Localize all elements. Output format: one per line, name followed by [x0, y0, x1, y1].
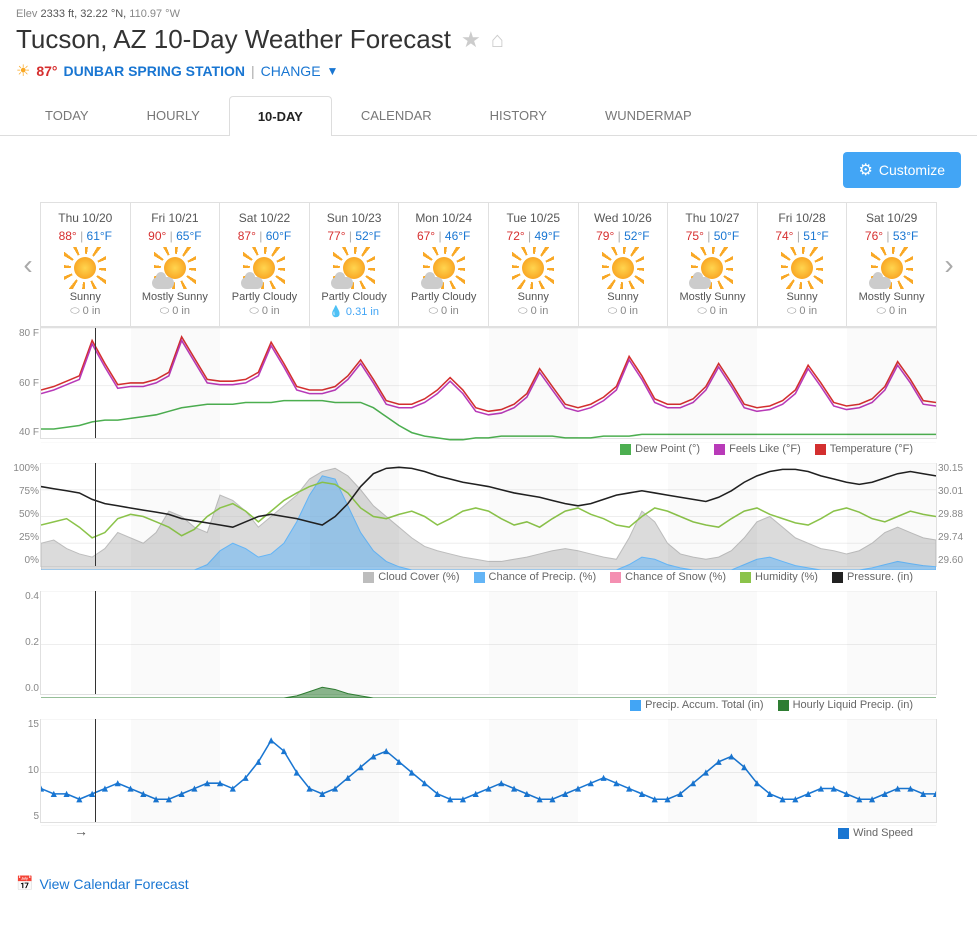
- day-temps: 87° | 60°F: [222, 229, 307, 243]
- chart-1: 80 F60 F40 F: [40, 327, 937, 439]
- forecast-day[interactable]: Fri 10/21 90° | 65°F Mostly Sunny ⬭ 0 in: [131, 203, 221, 326]
- condition-text: Partly Cloudy: [401, 291, 486, 303]
- forecast-day[interactable]: Mon 10/24 67° | 46°F Partly Cloudy ⬭ 0 i…: [399, 203, 489, 326]
- tab-hourly[interactable]: HOURLY: [118, 95, 229, 135]
- weather-icon: [783, 249, 821, 287]
- favorite-icon[interactable]: ★: [461, 27, 481, 53]
- calendar-icon: 📅: [16, 875, 33, 892]
- elevation-info: Elev 2333 ft, 32.22 °N, 110.97 °W: [16, 8, 961, 20]
- condition-text: Partly Cloudy: [312, 291, 397, 303]
- weather-icon: [245, 249, 283, 287]
- forecast-day[interactable]: Thu 10/27 75° | 50°F Mostly Sunny ⬭ 0 in: [668, 203, 758, 326]
- day-temps: 88° | 61°F: [43, 229, 128, 243]
- chart-2: 100%75%50%25%0%30.1530.0129.8829.7429.60: [40, 463, 937, 567]
- weather-icon: [425, 249, 463, 287]
- condition-text: Sunny: [581, 291, 666, 303]
- weather-icon: [335, 249, 373, 287]
- day-temps: 74° | 51°F: [760, 229, 845, 243]
- day-temps: 75° | 50°F: [670, 229, 755, 243]
- chart-3: 0.40.20.0: [40, 591, 937, 695]
- condition-text: Mostly Sunny: [133, 291, 218, 303]
- calendar-forecast-link[interactable]: 📅 View Calendar Forecast: [16, 875, 189, 892]
- forecast-day[interactable]: Sat 10/29 76° | 53°F Mostly Sunny ⬭ 0 in: [847, 203, 936, 326]
- precip-text: ⬭ 0 in: [401, 305, 486, 318]
- condition-text: Mostly Sunny: [849, 291, 934, 303]
- day-temps: 76° | 53°F: [849, 229, 934, 243]
- next-arrow[interactable]: ›: [937, 249, 961, 281]
- forecast-day[interactable]: Sat 10/22 87° | 60°F Partly Cloudy ⬭ 0 i…: [220, 203, 310, 326]
- precip-text: ⬭ 0 in: [849, 305, 934, 318]
- forecast-grid: Thu 10/20 88° | 61°F Sunny ⬭ 0 in Fri 10…: [40, 202, 937, 327]
- day-date: Mon 10/24: [401, 211, 486, 225]
- forecast-day[interactable]: Thu 10/20 88° | 61°F Sunny ⬭ 0 in: [41, 203, 131, 326]
- change-link[interactable]: CHANGE: [261, 63, 321, 79]
- day-date: Wed 10/26: [581, 211, 666, 225]
- day-date: Sat 10/22: [222, 211, 307, 225]
- day-date: Fri 10/21: [133, 211, 218, 225]
- weather-icon: [873, 249, 911, 287]
- day-temps: 72° | 49°F: [491, 229, 576, 243]
- tab-10-day[interactable]: 10-DAY: [229, 96, 332, 136]
- customize-button[interactable]: ⚙ Customize: [843, 152, 961, 188]
- condition-text: Sunny: [491, 291, 576, 303]
- tab-wundermap[interactable]: WUNDERMAP: [576, 95, 721, 135]
- nav-tabs: TODAYHOURLY10-DAYCALENDARHISTORYWUNDERMA…: [0, 95, 977, 136]
- chevron-down-icon[interactable]: ▼: [327, 64, 339, 78]
- day-temps: 90° | 65°F: [133, 229, 218, 243]
- forecast-day[interactable]: Tue 10/25 72° | 49°F Sunny ⬭ 0 in: [489, 203, 579, 326]
- precip-text: ⬭ 0 in: [491, 305, 576, 318]
- day-date: Sun 10/23: [312, 211, 397, 225]
- precip-text: ⬭ 0 in: [133, 305, 218, 318]
- home-icon[interactable]: ⌂: [491, 27, 504, 53]
- day-date: Fri 10/28: [760, 211, 845, 225]
- tab-today[interactable]: TODAY: [16, 95, 118, 135]
- current-temp: 87°: [36, 63, 57, 79]
- precip-text: ⬭ 0 in: [581, 305, 666, 318]
- chart-legend: Cloud Cover (%)Chance of Precip. (%)Chan…: [40, 567, 937, 591]
- day-temps: 79° | 52°F: [581, 229, 666, 243]
- precip-text: ⬭ 0 in: [670, 305, 755, 318]
- weather-icon: [514, 249, 552, 287]
- tab-history[interactable]: HISTORY: [461, 95, 576, 135]
- precip-text: 💧 0.31 in: [312, 305, 397, 318]
- precip-text: ⬭ 0 in: [222, 305, 307, 318]
- chart-4: 15105: [40, 719, 937, 823]
- day-temps: 67° | 46°F: [401, 229, 486, 243]
- day-date: Thu 10/27: [670, 211, 755, 225]
- condition-text: Sunny: [43, 291, 128, 303]
- forecast-day[interactable]: Fri 10/28 74° | 51°F Sunny ⬭ 0 in: [758, 203, 848, 326]
- precip-text: ⬭ 0 in: [43, 305, 128, 318]
- day-temps: 77° | 52°F: [312, 229, 397, 243]
- day-date: Sat 10/29: [849, 211, 934, 225]
- day-date: Thu 10/20: [43, 211, 128, 225]
- forecast-day[interactable]: Sun 10/23 77° | 52°F Partly Cloudy 💧 0.3…: [310, 203, 400, 326]
- prev-arrow[interactable]: ‹: [16, 249, 40, 281]
- chart-legend: Precip. Accum. Total (in)Hourly Liquid P…: [40, 695, 937, 719]
- tab-calendar[interactable]: CALENDAR: [332, 95, 461, 135]
- weather-icon: [156, 249, 194, 287]
- page-title: Tucson, AZ 10-Day Weather Forecast: [16, 24, 451, 55]
- day-date: Tue 10/25: [491, 211, 576, 225]
- condition-text: Sunny: [760, 291, 845, 303]
- weather-icon: [693, 249, 731, 287]
- sun-icon: ☀: [16, 61, 30, 81]
- station-link[interactable]: DUNBAR SPRING STATION: [64, 63, 245, 79]
- weather-icon: [66, 249, 104, 287]
- forecast-day[interactable]: Wed 10/26 79° | 52°F Sunny ⬭ 0 in: [579, 203, 669, 326]
- condition-text: Partly Cloudy: [222, 291, 307, 303]
- gear-icon: ⚙: [859, 160, 873, 180]
- condition-text: Mostly Sunny: [670, 291, 755, 303]
- weather-icon: [604, 249, 642, 287]
- precip-text: ⬭ 0 in: [760, 305, 845, 318]
